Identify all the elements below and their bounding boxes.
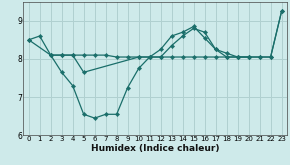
- X-axis label: Humidex (Indice chaleur): Humidex (Indice chaleur): [91, 144, 220, 153]
